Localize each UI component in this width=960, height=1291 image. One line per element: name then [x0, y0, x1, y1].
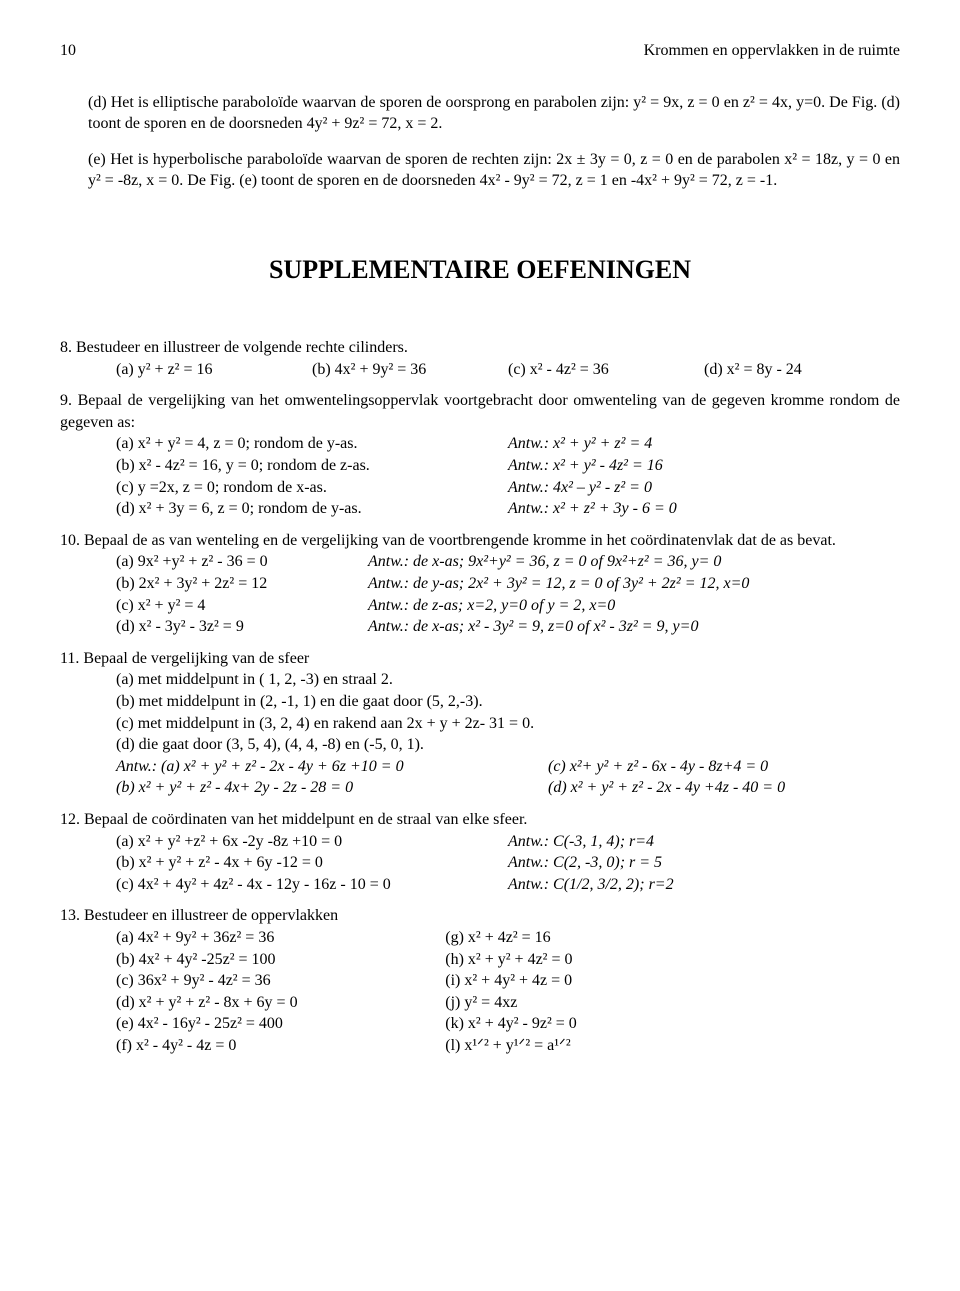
q12-right: Antw.: C(1/2, 3/2, 2); r=2 [508, 874, 900, 896]
q10-row: (d) x² - 3y² - 3z² = 9 Antw.: de x-as; x… [60, 616, 900, 638]
q12-left: (c) 4x² + 4y² + 4z² - 4x - 12y - 16z - 1… [116, 874, 508, 896]
q10-row: (c) x² + y² = 4 Antw.: de z-as; x=2, y=0… [60, 595, 900, 617]
q10-left: (c) x² + y² = 4 [60, 595, 368, 617]
q12-right: Antw.: C(2, -3, 0); r = 5 [508, 852, 900, 874]
page-number: 10 [60, 40, 76, 62]
exercise-10: 10. Bepaal de as van wenteling en de ver… [60, 530, 900, 638]
exercise-13: 13. Bestudeer en illustreer de oppervlak… [60, 905, 900, 1056]
q13-left: (f) x² - 4y² - 4z = 0 [116, 1035, 445, 1057]
q8-d: (d) x² = 8y - 24 [704, 359, 900, 381]
q10-right: Antw.: de z-as; x=2, y=0 of y = 2, x=0 [368, 595, 900, 617]
q13-row: (f) x² - 4y² - 4z = 0 (l) x¹ᐟ² + y¹ᐟ² = … [60, 1035, 900, 1057]
exercise-8: 8. Bestudeer en illustreer de volgende r… [60, 337, 900, 380]
q8-c: (c) x² - 4z² = 36 [508, 359, 704, 381]
q13-left: (a) 4x² + 9y² + 36z² = 36 [116, 927, 445, 949]
q10-left: (d) x² - 3y² - 3z² = 9 [60, 616, 368, 638]
q10-row: (b) 2x² + 3y² + 2z² = 12 Antw.: de y-as;… [60, 573, 900, 595]
q10-head: 10. Bepaal de as van wenteling en de ver… [60, 530, 900, 552]
q13-row: (c) 36x² + 9y² - 4z² = 36 (i) x² + 4y² +… [60, 970, 900, 992]
page-title: Krommen en oppervlakken in de ruimte [644, 40, 900, 62]
exercise-12: 12. Bepaal de coördinaten van het middel… [60, 809, 900, 895]
q11-b: (b) met middelpunt in (2, -1, 1) en die … [60, 691, 900, 713]
q11-c: (c) met middelpunt in (3, 2, 4) en raken… [60, 713, 900, 735]
q10-left: (a) 9x² +y² + z² - 36 = 0 [60, 551, 368, 573]
q8-b: (b) 4x² + 9y² = 36 [312, 359, 508, 381]
q13-row: (e) 4x² - 16y² - 25z² = 400 (k) x² + 4y²… [60, 1013, 900, 1035]
q9-left: (d) x² + 3y = 6, z = 0; rondom de y-as. [116, 498, 508, 520]
section-title: SUPPLEMENTAIRE OEFENINGEN [60, 252, 900, 287]
q12-left: (b) x² + y² + z² - 4x + 6y -12 = 0 [116, 852, 508, 874]
exercise-9: 9. Bepaal de vergelijking van het omwent… [60, 390, 900, 520]
q13-row: (d) x² + y² + z² - 8x + 6y = 0 (j) y² = … [60, 992, 900, 1014]
q9-row: (c) y =2x, z = 0; rondom de x-as. Antw.:… [60, 477, 900, 499]
exercise-11: 11. Bepaal de vergelijking van de sfeer … [60, 648, 900, 799]
q9-right: Antw.: x² + y² + z² = 4 [508, 433, 900, 455]
q10-rows: (a) 9x² +y² + z² - 36 = 0 Antw.: de x-as… [60, 551, 900, 637]
q10-right: Antw.: de x-as; 9x²+y² = 36, z = 0 of 9x… [368, 551, 900, 573]
q13-right: (k) x² + 4y² - 9z² = 0 [445, 1013, 577, 1035]
q13-right: (i) x² + 4y² + 4z = 0 [445, 970, 572, 992]
q11-ans-row: Antw.: (a) x² + y² + z² - 2x - 4y + 6z +… [60, 756, 900, 778]
q11-ans-row: (b) x² + y² + z² - 4x+ 2y - 2z - 28 = 0 … [60, 777, 900, 799]
q12-row: (b) x² + y² + z² - 4x + 6y -12 = 0 Antw.… [60, 852, 900, 874]
q9-right: Antw.: x² + z² + 3y - 6 = 0 [508, 498, 900, 520]
q13-right: (j) y² = 4xz [445, 992, 517, 1014]
intro-paragraph-d: (d) Het is elliptische paraboloïde waarv… [60, 92, 900, 135]
q9-left: (b) x² - 4z² = 16, y = 0; rondom de z-as… [116, 455, 508, 477]
q13-head: 13. Bestudeer en illustreer de oppervlak… [60, 905, 900, 927]
q9-head: 9. Bepaal de vergelijking van het omwent… [60, 390, 900, 433]
q13-right: (h) x² + y² + 4z² = 0 [445, 949, 572, 971]
q10-right: Antw.: de y-as; 2x² + 3y² = 12, z = 0 of… [368, 573, 900, 595]
q13-left: (c) 36x² + 9y² - 4z² = 36 [116, 970, 445, 992]
q11-ans-l: Antw.: (a) x² + y² + z² - 2x - 4y + 6z +… [116, 756, 508, 778]
q11-head: 11. Bepaal de vergelijking van de sfeer [60, 648, 900, 670]
q8-options: (a) y² + z² = 16 (b) 4x² + 9y² = 36 (c) … [60, 359, 900, 381]
q13-row: (a) 4x² + 9y² + 36z² = 36 (g) x² + 4z² =… [60, 927, 900, 949]
q12-row: (c) 4x² + 4y² + 4z² - 4x - 12y - 16z - 1… [60, 874, 900, 896]
q12-right: Antw.: C(-3, 1, 4); r=4 [508, 831, 900, 853]
q9-left: (a) x² + y² = 4, z = 0; rondom de y-as. [116, 433, 508, 455]
q12-head: 12. Bepaal de coördinaten van het middel… [60, 809, 900, 831]
q11-d: (d) die gaat door (3, 5, 4), (4, 4, -8) … [60, 734, 900, 756]
q9-row: (a) x² + y² = 4, z = 0; rondom de y-as. … [60, 433, 900, 455]
q12-row: (a) x² + y² +z² + 6x -2y -8z +10 = 0 Ant… [60, 831, 900, 853]
q10-row: (a) 9x² +y² + z² - 36 = 0 Antw.: de x-as… [60, 551, 900, 573]
q9-right: Antw.: 4x² – y² - z² = 0 [508, 477, 900, 499]
q8-a: (a) y² + z² = 16 [116, 359, 312, 381]
q9-rows: (a) x² + y² = 4, z = 0; rondom de y-as. … [60, 433, 900, 519]
q13-left: (e) 4x² - 16y² - 25z² = 400 [116, 1013, 445, 1035]
q13-right: (l) x¹ᐟ² + y¹ᐟ² = a¹ᐟ² [445, 1035, 570, 1057]
q8-head: 8. Bestudeer en illustreer de volgende r… [60, 337, 900, 359]
q9-left: (c) y =2x, z = 0; rondom de x-as. [116, 477, 508, 499]
q13-right: (g) x² + 4z² = 16 [445, 927, 550, 949]
q13-left: (d) x² + y² + z² - 8x + 6y = 0 [116, 992, 445, 1014]
page-header: 10 Krommen en oppervlakken in de ruimte [60, 40, 900, 62]
q11-ans-r: (d) x² + y² + z² - 2x - 4y +4z - 40 = 0 [508, 777, 940, 799]
q9-row: (d) x² + 3y = 6, z = 0; rondom de y-as. … [60, 498, 900, 520]
q10-left: (b) 2x² + 3y² + 2z² = 12 [60, 573, 368, 595]
q11-ans-l: (b) x² + y² + z² - 4x+ 2y - 2z - 28 = 0 [116, 777, 508, 799]
intro-paragraph-e: (e) Het is hyperbolische paraboloïde waa… [60, 149, 900, 192]
q12-left: (a) x² + y² +z² + 6x -2y -8z +10 = 0 [116, 831, 508, 853]
q10-right: Antw.: de x-as; x² - 3y² = 9, z=0 of x² … [368, 616, 900, 638]
q13-row: (b) 4x² + 4y² -25z² = 100 (h) x² + y² + … [60, 949, 900, 971]
q11-a: (a) met middelpunt in ( 1, 2, -3) en str… [60, 669, 900, 691]
q13-left: (b) 4x² + 4y² -25z² = 100 [116, 949, 445, 971]
q9-row: (b) x² - 4z² = 16, y = 0; rondom de z-as… [60, 455, 900, 477]
q9-right: Antw.: x² + y² - 4z² = 16 [508, 455, 900, 477]
q11-ans-r: (c) x²+ y² + z² - 6x - 4y - 8z+4 = 0 [508, 756, 940, 778]
